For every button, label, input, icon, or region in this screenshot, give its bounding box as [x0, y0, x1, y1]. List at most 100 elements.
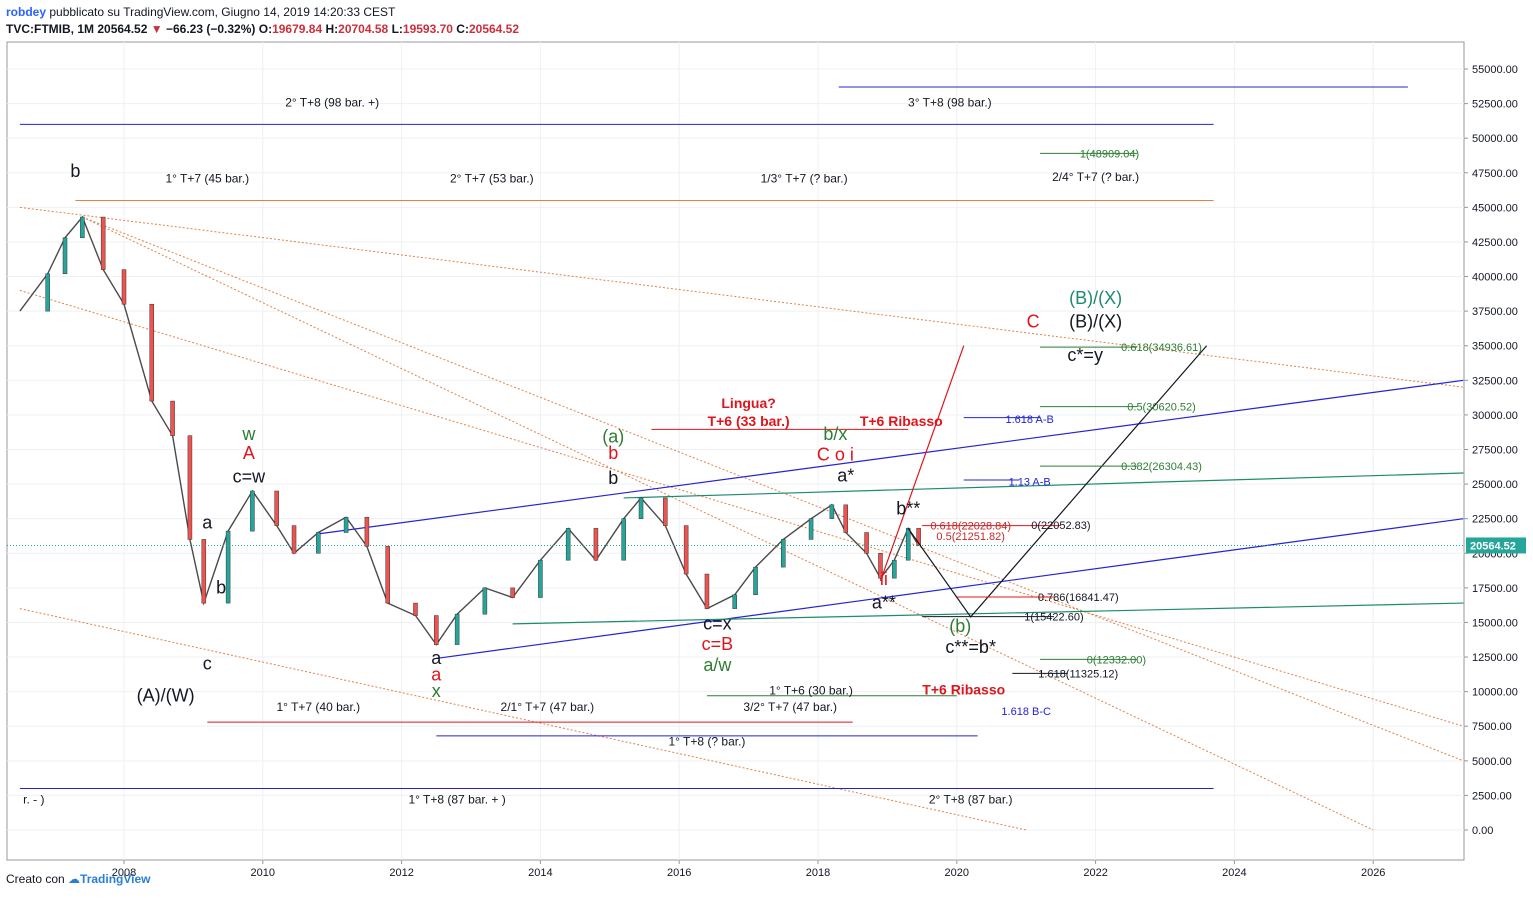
price-candle — [170, 400, 175, 436]
price-candle — [621, 518, 626, 561]
fib-level-label: 1.618 A-B — [1006, 414, 1054, 426]
fib-level-label: 0(12332.00) — [1087, 654, 1146, 666]
channel-line-blue — [318, 379, 1464, 535]
y-axis-tick-label: 17500.00 — [1472, 583, 1518, 595]
fib-level-label: 1(15422.60) — [1024, 612, 1083, 624]
wave-label: ii — [880, 569, 888, 589]
x-axis-tick-label: 2026 — [1361, 867, 1385, 879]
wave-label: c*=y — [1067, 345, 1103, 365]
trend-line-orange — [19, 289, 1464, 727]
price-candle — [413, 602, 418, 616]
price-candle — [187, 435, 193, 540]
wave-label: a/w — [703, 655, 732, 675]
price-candle — [808, 518, 814, 540]
tradingview-logo-icon: ☁ — [68, 872, 81, 886]
wave-label: a — [431, 648, 442, 668]
price-candle — [753, 566, 758, 596]
callout-label: T+6 Ribasso — [860, 413, 943, 429]
time-cycle-label: r. - ) — [23, 793, 44, 807]
chart-header: robdey pubblicato su TradingView.com, Gi… — [6, 4, 519, 38]
price-candle — [385, 546, 390, 604]
publish-info: pubblicato su TradingView.com, Giugno 14… — [49, 5, 396, 19]
low-label: L: — [391, 22, 403, 36]
trend-line-orange — [82, 216, 1464, 762]
created-with-label: Creato con — [6, 872, 65, 886]
x-axis-tick-label: 2014 — [528, 867, 552, 879]
wave-label: C — [1027, 312, 1040, 332]
y-axis-tick-label: 15000.00 — [1472, 617, 1518, 629]
close-value: 20564.52 — [468, 22, 520, 36]
last-price-label: 20564.52 — [1470, 540, 1516, 552]
channel-line-teal — [623, 472, 1464, 499]
price-candle — [62, 237, 68, 275]
y-axis-tick-label: 52500.00 — [1472, 99, 1518, 111]
channel-line-blue — [436, 518, 1464, 660]
y-axis-tick-label: 27500.00 — [1472, 445, 1518, 457]
wave-label: c — [203, 653, 212, 673]
fib-level-label: 0.618(22028.84) — [930, 521, 1011, 533]
price-candle — [343, 517, 349, 533]
wave-label: b — [608, 443, 618, 463]
fib-level-label: 1.618(11325.12) — [1038, 668, 1118, 680]
time-cycle-label: 3° T+8 (98 bar.) — [908, 95, 992, 109]
price-series-line — [19, 215, 920, 646]
wave-label: b — [608, 468, 618, 488]
wave-label: c=x — [703, 613, 732, 633]
y-axis-tick-label: 25000.00 — [1472, 479, 1518, 491]
price-candle — [638, 497, 644, 519]
price-candle — [250, 490, 255, 532]
wave-label: A — [243, 443, 255, 463]
price-candle — [454, 613, 460, 645]
price-candle — [291, 525, 297, 554]
author-name[interactable]: robdey — [6, 5, 47, 19]
fib-level-label: 1(48909.04) — [1080, 148, 1139, 160]
open-value: 19679.84 — [272, 22, 323, 36]
high-label: H: — [325, 22, 339, 36]
price-candle — [100, 216, 106, 270]
price-candle — [704, 573, 710, 609]
time-cycle-label: 1° T+7 (40 bar.) — [277, 700, 361, 714]
price-candle — [829, 504, 835, 519]
wave-label: a — [202, 512, 213, 532]
time-cycle-label: 2° T+7 (53 bar.) — [450, 171, 534, 185]
price-candle — [565, 528, 571, 561]
x-axis-tick-label: 2010 — [251, 867, 275, 879]
wave-label: c**=b* — [945, 637, 996, 657]
fib-level-label: 1.618 B-C — [1001, 706, 1051, 718]
y-axis-tick-label: 45000.00 — [1472, 202, 1518, 214]
price-candle — [45, 273, 50, 312]
price-candle — [892, 559, 897, 579]
price-candle — [364, 517, 370, 547]
fib-level-label: 0.786(16841.47) — [1038, 592, 1119, 604]
wave-label: c=w — [233, 467, 267, 487]
price-candle — [274, 490, 279, 526]
trend-line-orange — [19, 206, 1464, 388]
fib-level-label: 0(22052.83) — [1031, 520, 1090, 532]
time-cycle-label: 1° T+6 (30 bar.) — [769, 683, 853, 697]
y-axis-tick-label: 0.00 — [1472, 825, 1493, 837]
price-candle — [905, 528, 911, 561]
price-candle — [878, 553, 883, 579]
y-axis-tick-label: 55000.00 — [1472, 64, 1518, 76]
wave-label: (A)/(W) — [137, 685, 195, 705]
y-axis-tick-label: 32500.00 — [1472, 375, 1518, 387]
time-cycle-label: 2/1° T+7 (47 bar.) — [501, 700, 595, 714]
y-axis-tick-label: 37500.00 — [1472, 306, 1518, 318]
x-axis-tick-label: 2016 — [667, 867, 691, 879]
x-axis-tick-label: 2018 — [806, 867, 830, 879]
fib-level-label: 0.5(21251.82) — [936, 531, 1005, 543]
wave-label: a** — [872, 593, 896, 613]
price-candle — [149, 303, 155, 402]
time-cycle-label: 2° T+8 (87 bar.) — [929, 793, 1013, 807]
price-candle — [864, 532, 869, 554]
y-axis-tick-label: 10000.00 — [1472, 687, 1518, 699]
tradingview-link[interactable]: TradingView — [80, 872, 151, 886]
y-axis-tick-label: 40000.00 — [1472, 272, 1518, 284]
time-cycle-label: 2° T+8 (98 bar. +) — [285, 95, 379, 109]
wave-label: (a) — [602, 427, 624, 447]
wave-label: b — [70, 161, 80, 181]
y-axis-tick-label: 2500.00 — [1472, 790, 1512, 802]
wave-label: a* — [837, 465, 854, 485]
price-candle — [843, 504, 849, 533]
